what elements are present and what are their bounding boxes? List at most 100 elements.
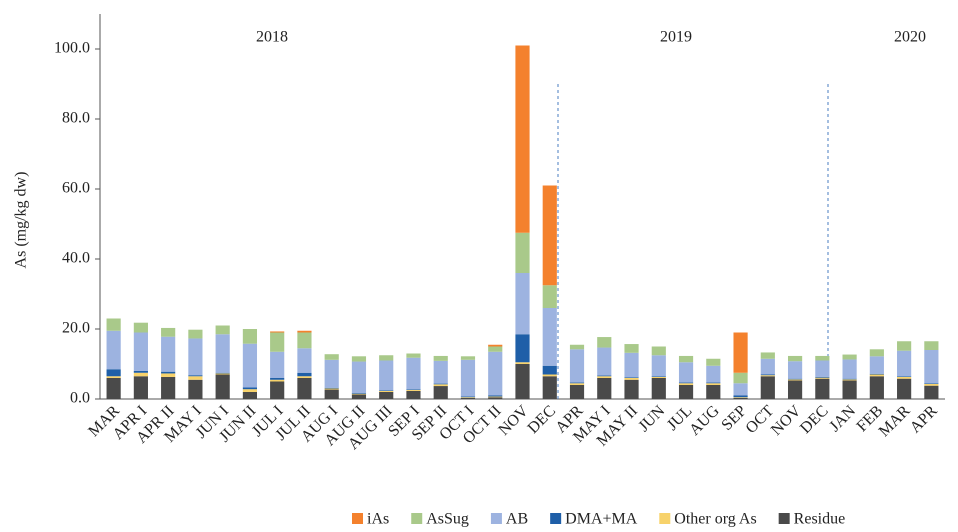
bar-segment <box>542 285 557 308</box>
bar-segment <box>624 378 639 380</box>
bar-segment <box>133 376 148 399</box>
bar-segment <box>733 332 748 373</box>
legend-swatch <box>659 513 671 524</box>
bar-segment <box>270 381 285 399</box>
legend-label: DMA+MA <box>565 511 638 528</box>
bar-segment <box>597 375 612 377</box>
bar-segment <box>706 365 721 383</box>
bar-segment <box>242 389 258 392</box>
bar-segment <box>515 364 530 399</box>
bar-segment <box>406 357 421 390</box>
bar-segment <box>815 360 830 377</box>
bar-segment <box>297 378 312 399</box>
x-tick-label: JAN <box>826 402 859 435</box>
bar-segment <box>242 392 258 399</box>
bar-segment <box>678 382 694 384</box>
bar-segment <box>815 377 830 379</box>
bar-segment <box>188 329 203 339</box>
bar-segment <box>515 334 530 363</box>
bar-segment <box>597 337 612 348</box>
legend-label: AsSug <box>426 511 469 528</box>
y-tick-label: 100.0 <box>54 40 90 57</box>
bar-segment <box>869 376 884 399</box>
year-label: 2020 <box>894 29 926 46</box>
bar-segment <box>897 350 912 377</box>
bar-segment <box>297 330 312 333</box>
bar-segment <box>515 232 530 273</box>
bar-segment <box>488 397 503 399</box>
bar-segment <box>106 318 121 331</box>
bar-segment <box>869 356 884 374</box>
bar-segment <box>242 387 258 390</box>
legend-label: AB <box>506 511 528 528</box>
legend-label: Residue <box>794 511 846 528</box>
bar-segment <box>569 385 585 399</box>
bar-segment <box>515 273 530 335</box>
bar-segment <box>760 374 775 376</box>
bar-segment <box>351 393 367 394</box>
bar-segment <box>324 354 339 360</box>
bar-segment <box>161 327 176 337</box>
bar-segment <box>379 392 394 399</box>
x-tick-label: APR <box>907 402 941 436</box>
bar-segment <box>379 360 394 391</box>
bar-segment <box>542 376 557 399</box>
bar-segment <box>624 379 639 399</box>
bar-segment <box>297 332 312 349</box>
bar-segment <box>678 385 694 399</box>
legend-swatch <box>550 513 562 524</box>
bar-segment <box>787 379 803 381</box>
bar-segment <box>270 379 285 382</box>
bar-segment <box>351 361 367 394</box>
bar-segment <box>324 389 339 399</box>
bar-segment <box>515 45 530 233</box>
bar-segment <box>924 341 939 350</box>
bar-segment <box>842 359 857 379</box>
bar-segment <box>542 365 557 375</box>
bar-segment <box>842 354 857 360</box>
bar-segment <box>842 379 857 381</box>
bar-segment <box>542 185 557 286</box>
y-tick-label: 60.0 <box>62 180 90 197</box>
x-tick-label: JUN <box>635 402 668 435</box>
x-tick-label: NOV <box>495 402 532 439</box>
bar-segment <box>542 374 557 377</box>
bar-segment <box>815 376 830 378</box>
bar-segment <box>651 355 666 377</box>
bar-segment <box>106 376 121 378</box>
bar-segment <box>433 383 448 385</box>
bar-segment <box>924 383 939 386</box>
bar-segment <box>270 351 285 378</box>
bar-segment <box>351 394 367 399</box>
bar-segment <box>651 376 666 378</box>
bar-segment <box>706 358 721 366</box>
bar-segment <box>215 374 230 399</box>
bar-segment <box>678 355 694 363</box>
bar-segment <box>188 379 203 399</box>
bar-segment <box>733 383 748 396</box>
bar-segment <box>406 389 421 390</box>
y-tick-label: 40.0 <box>62 250 90 267</box>
bar-segment <box>869 374 884 377</box>
bar-segment <box>924 385 939 399</box>
bar-segment <box>460 396 476 398</box>
bar-segment <box>433 384 448 387</box>
bar-segment <box>133 371 148 373</box>
bar-segment <box>733 397 748 398</box>
bar-segment <box>733 395 748 398</box>
bar-segment <box>515 362 530 364</box>
bar-segment <box>733 372 748 384</box>
bar-segment <box>597 378 612 399</box>
bar-segment <box>569 349 585 383</box>
bar-segment <box>678 362 694 383</box>
bar-segment <box>924 350 939 384</box>
bar-segment <box>188 375 203 377</box>
bar-segment <box>242 329 258 344</box>
bar-segment <box>406 353 421 358</box>
bar-segment <box>869 349 884 357</box>
bar-segment <box>678 383 694 385</box>
x-tick-label: NOV <box>768 402 805 439</box>
bar-segment <box>651 378 666 399</box>
bar-segment <box>161 373 176 377</box>
